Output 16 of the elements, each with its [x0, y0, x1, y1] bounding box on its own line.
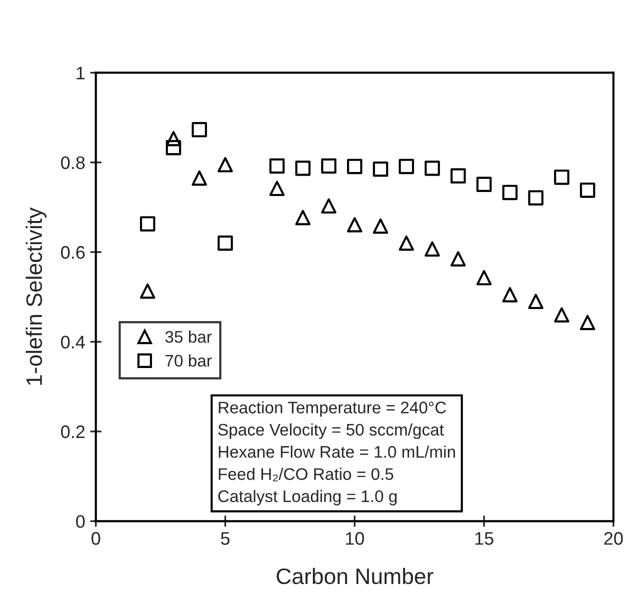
x-tick-label: 15 [475, 532, 494, 545]
legend-label: 35 bar [165, 330, 212, 343]
y-tick-label: 0 [76, 515, 85, 528]
y-axis-title: 1-olefin Selectivity [26, 207, 46, 385]
x-axis-title: Carbon Number [276, 568, 434, 584]
y-tick-label: 1 [76, 66, 85, 80]
x-tick-label: 20 [604, 532, 623, 545]
y-tick-label: 0.4 [61, 336, 85, 349]
legend-label: 70 bar [166, 354, 212, 367]
annotation: Reaction Temperature = 240°C Space Velocity = 50 sccm/gcat Hexane Flow Rate = 1.0 mL/min Feed H₂/CO Ratio = 0.5 Catalyst Loading = 1.0 g [218, 401, 455, 506]
y-tick-label: 0.2 [61, 425, 85, 438]
y-tick-label: 0.8 [61, 156, 85, 170]
x-tick-label: 10 [346, 532, 364, 545]
x-tick-label: 5 [220, 532, 230, 545]
x-tick-label: 0 [92, 532, 100, 545]
y-tick-label: 0.6 [61, 246, 85, 259]
